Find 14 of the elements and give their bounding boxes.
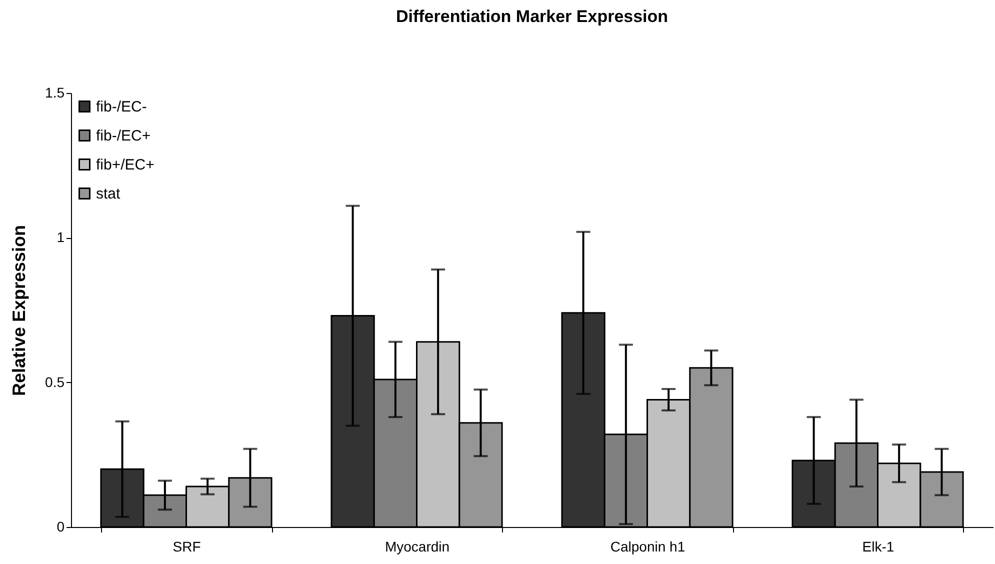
legend-label: fib-/EC- <box>96 98 147 116</box>
y-axis-title: Relative Expression <box>9 224 30 396</box>
y-tick-label: 1.5 <box>45 84 65 100</box>
x-tick-label: Myocardin <box>384 538 450 554</box>
x-tick-label: Calponin h1 <box>610 538 686 554</box>
x-tick-label: SRF <box>172 538 201 554</box>
y-tick-label: 1 <box>56 229 65 246</box>
chart-title: Differentiation Marker Expression <box>396 7 668 26</box>
legend-label: fib-/EC+ <box>96 128 151 144</box>
legend-label: stat <box>96 186 122 202</box>
x-tick-label: Elk-1 <box>862 538 894 554</box>
y-tick-label: 0.5 <box>45 374 65 390</box>
legend-label: fib+/EC+ <box>96 156 155 174</box>
y-tick-label: 0 <box>56 518 65 534</box>
